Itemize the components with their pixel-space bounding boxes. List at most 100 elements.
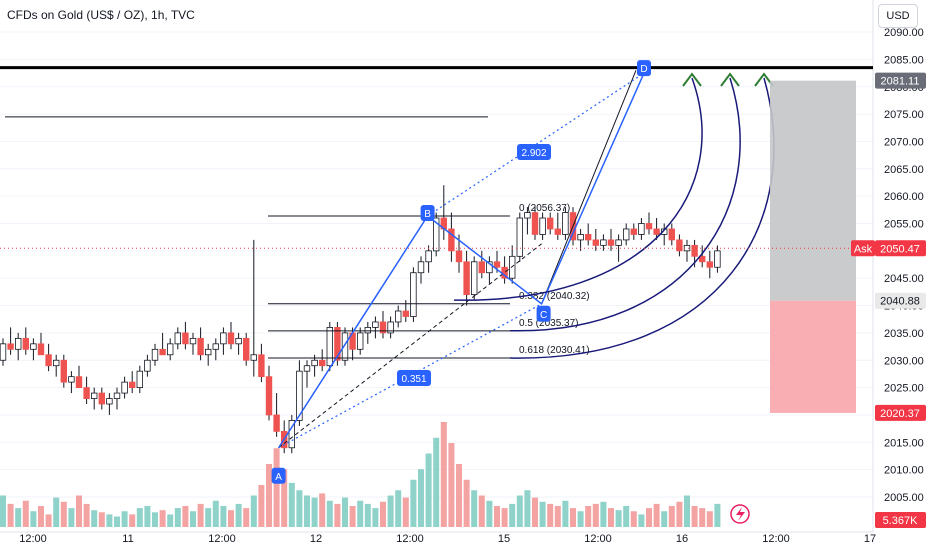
point-badge-label: B [424, 209, 431, 220]
volume-bar [114, 516, 120, 527]
volume-bar [486, 500, 493, 527]
volume-bar [547, 503, 554, 527]
candle [288, 414, 295, 454]
candle [547, 212, 554, 235]
volume-bar [273, 448, 280, 527]
candle-body [242, 337, 250, 361]
volume-bar [615, 510, 622, 527]
candle-body [98, 392, 105, 405]
volume-bar [235, 503, 242, 527]
candle [174, 327, 181, 350]
ratio-badge [397, 370, 431, 386]
volume-bar [516, 495, 523, 527]
candle [470, 256, 478, 301]
volume-bar [342, 497, 348, 527]
candle-body [128, 381, 136, 389]
fib-level-label: 0.5 (2035.37) [519, 318, 579, 329]
price-tick: 2090.00 [884, 27, 924, 39]
price-tick: 2060.00 [884, 191, 924, 203]
volume-bar [577, 511, 584, 527]
candle [45, 343, 52, 372]
volume-bar [623, 506, 630, 527]
candle-body [607, 239, 615, 246]
candle [607, 228, 615, 251]
price-axis[interactable]: 2005.002010.002015.002020.002025.002030.… [884, 27, 924, 504]
candle [417, 256, 425, 284]
candle-body [630, 228, 637, 235]
volume-bar [250, 495, 257, 527]
candle [394, 305, 402, 328]
volume-bar [691, 506, 698, 527]
candle-body [372, 321, 379, 328]
candle [630, 223, 637, 240]
candle [592, 228, 599, 251]
candle [250, 239, 257, 377]
volume-bar [554, 506, 561, 527]
volume-bar [380, 501, 386, 527]
volume-bar [585, 506, 592, 527]
candle [387, 316, 394, 339]
candle-body [265, 376, 273, 416]
volume-bar [129, 514, 136, 527]
target-price-badge [875, 72, 926, 89]
volume-bar [197, 503, 204, 527]
drawing-tools[interactable]: 0 (2056.37) 0.382 (2040.32) 0.5 (2035.37) 0… [0, 60, 873, 524]
candle-body [212, 343, 219, 350]
point-badge-label: A [275, 472, 282, 483]
candle [227, 321, 235, 350]
volume-bar [334, 503, 341, 527]
volume-bar [349, 506, 356, 527]
price-tick: 2010.00 [884, 465, 924, 477]
time-tick: 17 [864, 533, 876, 545]
candle [615, 234, 622, 262]
abcd-pattern [277, 72, 645, 449]
candle-body [539, 217, 546, 235]
candle-body [691, 244, 698, 257]
volume-bar [600, 501, 607, 527]
candle [83, 376, 90, 405]
time-tick: 12:00 [584, 533, 612, 545]
point-badge [637, 60, 651, 77]
price-tick: 2055.00 [884, 219, 924, 231]
candle [22, 327, 29, 355]
candle-body [204, 348, 212, 356]
candle [653, 218, 660, 240]
candle-body [577, 234, 584, 241]
candle [151, 343, 159, 366]
candle [516, 212, 523, 262]
candle-body [387, 321, 394, 334]
price-tick: 2070.00 [884, 136, 924, 148]
volume-bar [699, 508, 706, 527]
volume-bar [463, 479, 470, 527]
candle-body [311, 359, 318, 367]
candle [128, 371, 136, 394]
currency-button[interactable]: USD [878, 4, 918, 28]
volume-bar [668, 506, 675, 527]
candle-body [547, 217, 554, 230]
time-tick: 12:00 [396, 533, 424, 545]
candle [379, 311, 387, 339]
volume-bar [402, 497, 409, 527]
candle-body [166, 343, 174, 356]
volume-bar [220, 506, 227, 527]
candle [75, 365, 83, 389]
volume-bars [0, 422, 721, 527]
candle-body [623, 228, 630, 241]
volume-bar [646, 508, 652, 527]
candle-body [83, 387, 90, 399]
stop-price-badge-label: 2020.37 [880, 408, 920, 420]
volume-bar [524, 490, 531, 527]
price-tick: 2015.00 [884, 437, 924, 449]
time-axis[interactable]: 12:00 11 12:00 12 12:00 15 12:00 16 12:00 17 [19, 533, 876, 545]
ratio-badge-label: 2.902 [521, 148, 546, 159]
candle-body [113, 392, 121, 399]
volume-bar [425, 453, 432, 527]
price-tick: 2005.00 [884, 492, 924, 504]
volume-bar [144, 506, 151, 527]
price-tick: 2065.00 [884, 164, 924, 176]
candle-body [478, 261, 485, 274]
volume-bar [448, 443, 455, 527]
time-tick: 11 [122, 533, 133, 545]
candle-body [189, 337, 197, 345]
